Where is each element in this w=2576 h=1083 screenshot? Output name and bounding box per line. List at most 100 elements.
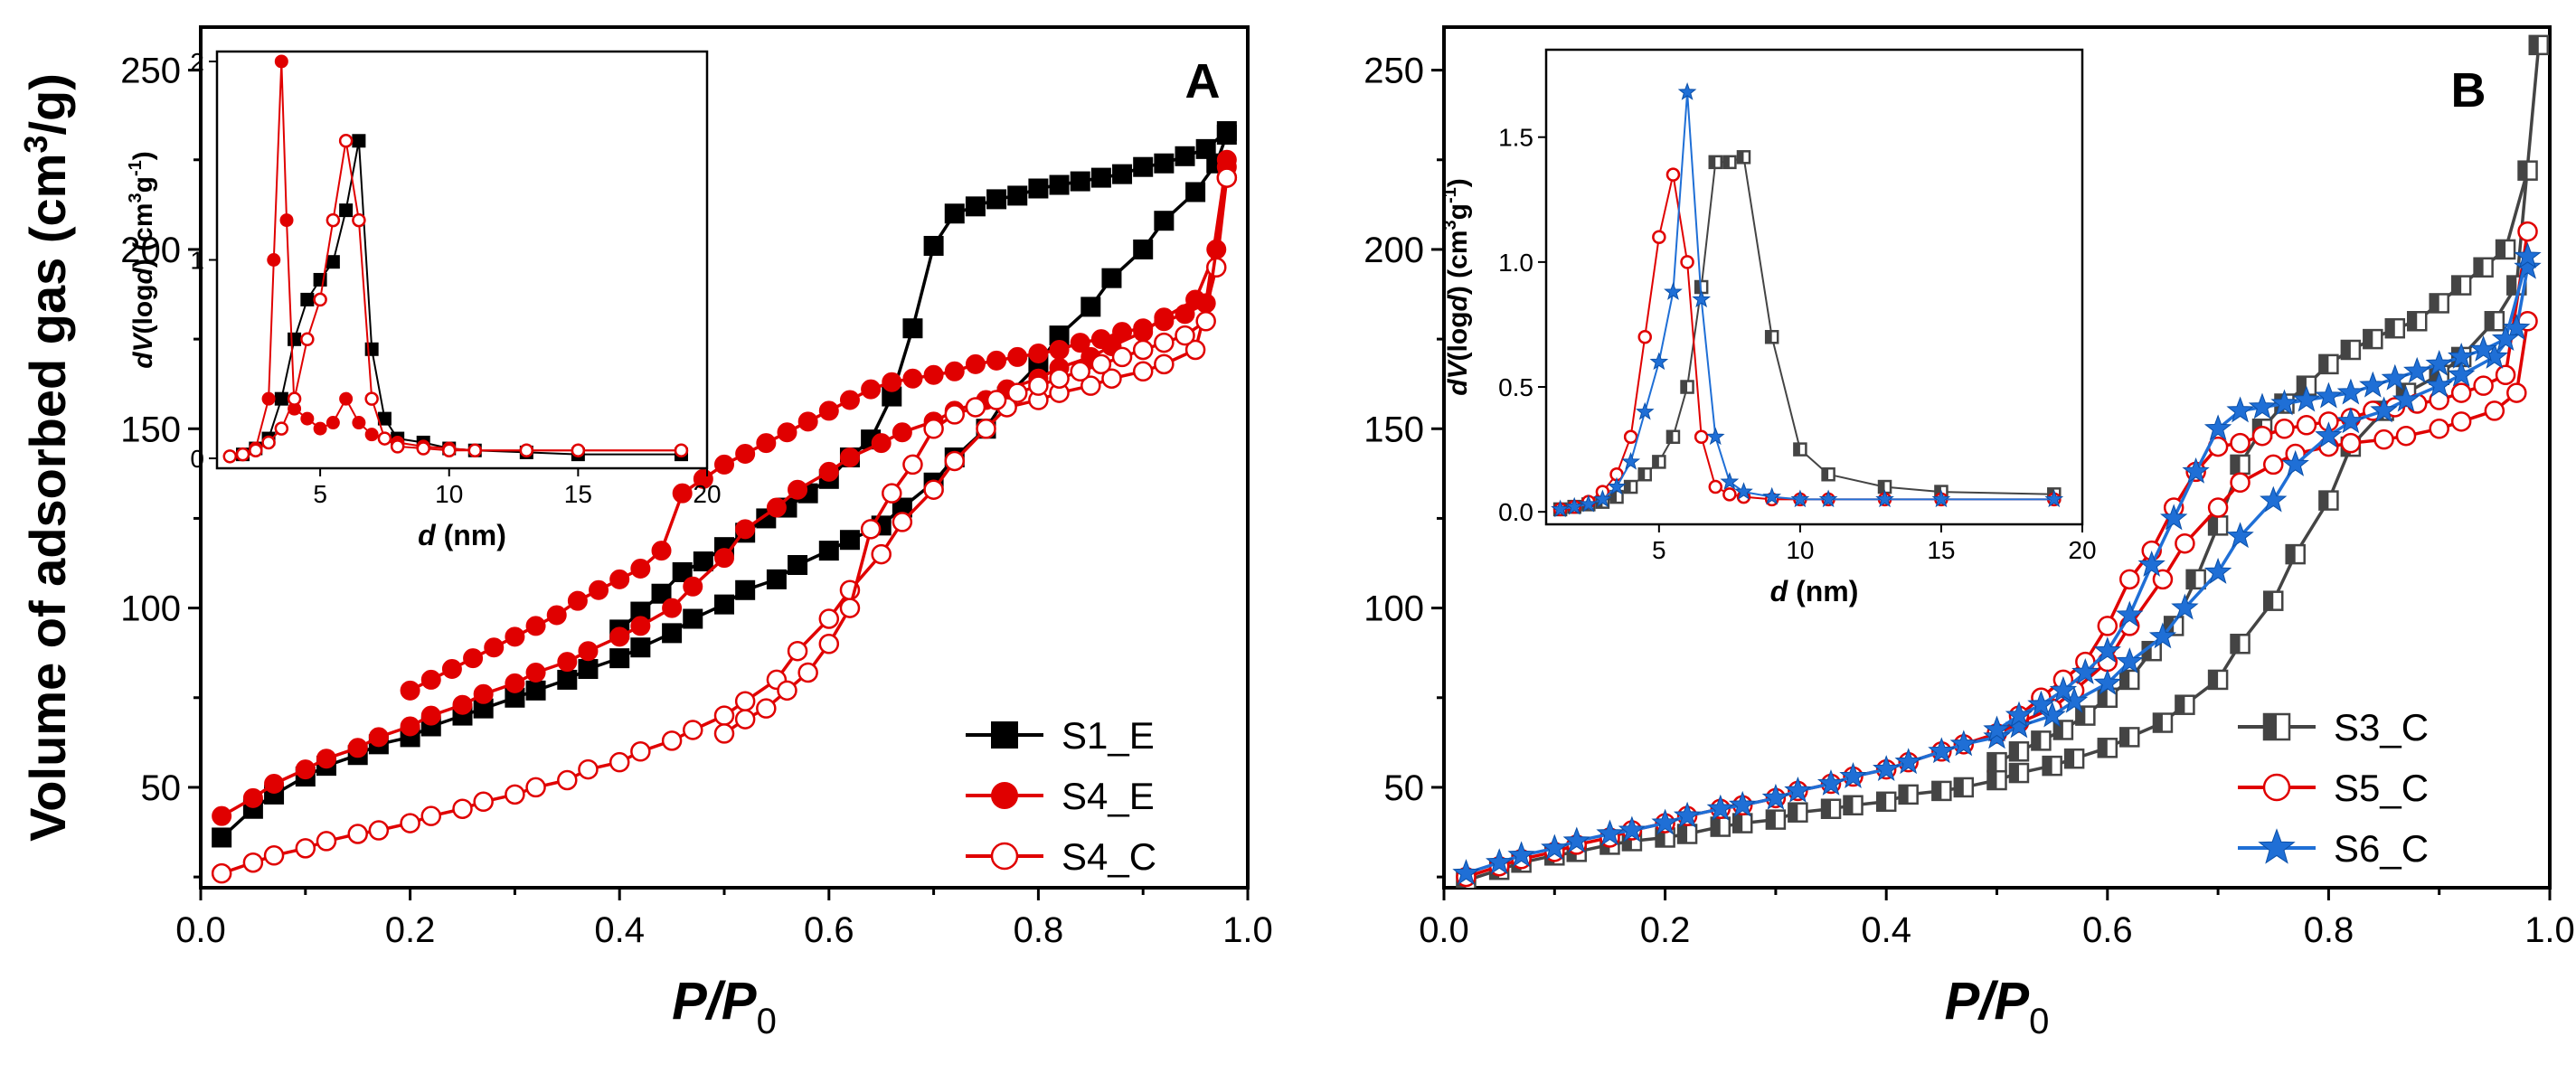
desorption-point [400,680,420,701]
desorption-point [630,558,651,579]
adsorption-point [2175,694,2195,715]
adsorption-point [473,791,494,813]
marker-fill [1788,803,1798,822]
adsorption-point [713,705,735,726]
adsorption-point [2175,532,2195,554]
desorption-point [986,189,1007,210]
adsorption-point [525,680,546,701]
desorption-point [2071,658,2099,684]
desorption-point [1028,343,1049,363]
inset-point [1635,401,1655,420]
adsorption-point [630,616,651,636]
marker-fill [1681,381,1688,393]
x-tick-label: 0.2 [385,910,436,950]
desorption-point [2495,364,2516,386]
inset-point [1579,494,1599,513]
inset-point [352,416,366,430]
marker-fill [2209,670,2219,689]
marker-fill [1879,481,1885,494]
desorption-point [651,541,672,561]
x-tick-label: 1.0 [1222,910,1273,950]
adsorption-point [316,831,337,852]
desorption-point [756,698,777,719]
adsorption-point [1452,859,1480,886]
marker-fill [1625,481,1631,494]
inset-series-S6_C [1551,82,2064,518]
desorption-point [2403,356,2431,383]
adsorption-point [2263,454,2284,476]
desorption-point [1070,333,1090,353]
adsorption-point [2484,400,2505,421]
inset-y-label: dV(logd) (cm3g-1) [126,151,158,369]
adsorption-point [2425,371,2453,398]
adsorption-point [1206,257,1227,278]
marker-fill [1935,485,1941,498]
adsorption-point [818,541,839,561]
desorption-point [1195,138,1216,159]
adsorption-point [212,827,232,848]
legend-marker [2262,773,2291,802]
desorption-point [2207,515,2229,536]
inset-point [1637,330,1652,344]
desorption-point [965,196,986,217]
inset-point [390,439,405,454]
desorption-line [409,159,1229,692]
adsorption-point [818,608,840,629]
panel-label: A [1185,54,1221,108]
inset-point [222,449,238,464]
inset-point [267,253,281,267]
inset-point [571,443,586,457]
marker-fill [1610,491,1618,504]
desorption-point [1132,339,1154,361]
legend: S3_C S5_C S6_C [2238,706,2429,870]
inset-point [326,416,340,430]
marker-fill [2053,720,2063,739]
y-tick-label: 250 [1363,52,1424,91]
marker-fill [1877,792,1887,811]
desorption-point [1070,171,1090,192]
adsorption-point [1154,353,1175,375]
marker-fill [2485,312,2495,331]
adsorption-point [242,787,263,808]
desorption-point [2450,382,2472,403]
inset-point [1677,82,1697,100]
adsorption-point [578,659,599,680]
adsorption-point [2450,411,2472,432]
marker-fill [2264,591,2274,610]
x-tick-label: 0.2 [1640,910,1691,950]
inset-point [467,443,483,457]
adsorption-point [1729,790,1757,817]
adsorption-point [714,548,734,569]
inset-series-S4_C [222,134,689,464]
marker-fill [2153,713,2163,732]
adsorption-point [2318,490,2339,511]
adsorption-point [788,555,808,575]
x-tick-label: 0.8 [1014,910,1064,950]
adsorption-point [1873,755,1901,781]
desorption-point [734,709,756,730]
desorption-point [2251,425,2273,447]
desorption-point [2005,701,2033,728]
inset-point [1664,282,1683,300]
adsorption-point [1710,816,1731,837]
desorption-point [546,605,567,626]
marker-fill [1666,430,1674,443]
adsorption-point [1986,769,2007,791]
inset-point [1736,150,1751,165]
x-tick-label: 0.8 [2304,910,2354,950]
desorption-point [567,590,588,611]
adsorption-point [1875,791,1897,813]
adsorption-point [557,652,578,673]
desorption-point [965,353,986,374]
adsorption-point [1154,211,1175,231]
inset-point [1551,499,1571,518]
desorption-point [441,659,462,680]
marker-fill [2076,706,2086,725]
x-axis-label: P/P0 [1945,972,2050,1041]
desorption-point [1154,332,1175,353]
y-tick-label: 250 [120,52,181,91]
desorption-point [797,662,818,683]
marker-fill [2286,545,2296,564]
adsorption-point [2370,396,2398,423]
desorption-point [860,519,882,540]
